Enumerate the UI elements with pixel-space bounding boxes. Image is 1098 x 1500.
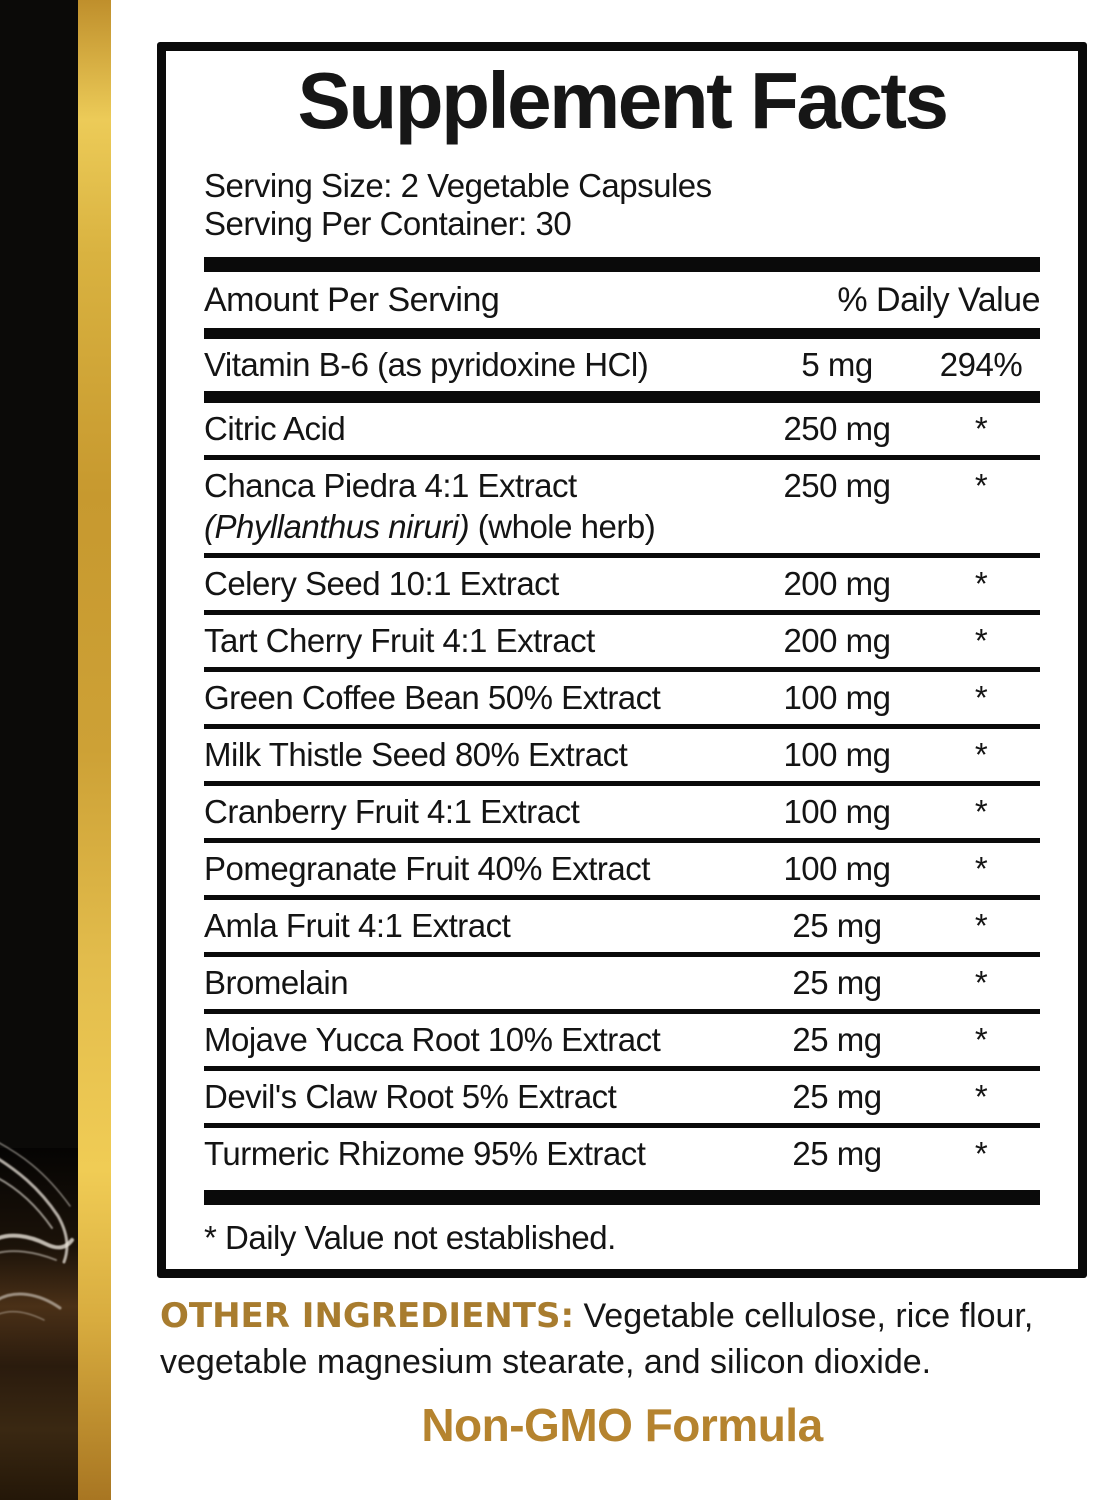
ingredient-daily-value: * <box>974 964 988 1001</box>
ingredient-daily-value: * <box>974 850 988 887</box>
ingredient-name: Bromelain <box>204 964 349 1001</box>
amount-per-serving-header: Amount Per Serving <box>204 281 500 319</box>
ingredient-name: Citric Acid <box>204 410 346 447</box>
ingredient-row: Tart Cherry Fruit 4:1 Extract 200 mg * <box>204 610 1040 667</box>
ingredient-row: Green Coffee Bean 50% Extract 100 mg * <box>204 667 1040 724</box>
other-ingredients-section: OTHER INGREDIENTS: Vegetable cellulose, … <box>160 1293 1096 1385</box>
ingredient-row: Cranberry Fruit 4:1 Extract 100 mg * <box>204 781 1040 838</box>
ingredient-amount: 200 mg <box>783 622 891 659</box>
ingredient-subtext: (Phyllanthus niruri) (whole herb) <box>204 508 656 545</box>
ingredient-daily-value: * <box>974 622 988 659</box>
ingredient-name: Tart Cherry Fruit 4:1 Extract <box>204 622 595 659</box>
ingredient-amount: 25 mg <box>792 1078 882 1115</box>
ingredient-amount: 100 mg <box>783 736 891 773</box>
ingredient-daily-value: * <box>974 467 988 504</box>
ingredient-amount: 100 mg <box>783 793 891 830</box>
ingredient-daily-value: 294% <box>939 346 1023 383</box>
ingredient-name: Vitamin B-6 (as pyridoxine HCl) <box>204 346 649 383</box>
ingredient-amount: 25 mg <box>792 907 882 944</box>
ingredient-amount: 25 mg <box>792 1021 882 1058</box>
thick-divider-top <box>204 257 1040 272</box>
serving-info: Serving Size: 2 Vegetable Capsules Servi… <box>204 167 1040 243</box>
table-header-row: Amount Per Serving % Daily Value <box>204 272 1040 328</box>
ingredient-row: Amla Fruit 4:1 Extract 25 mg * <box>204 895 1040 952</box>
ingredient-row: Vitamin B-6 (as pyridoxine HCl) 5 mg 294… <box>204 339 1040 391</box>
ingredient-name: Celery Seed 10:1 Extract <box>204 565 559 602</box>
serving-size: Serving Size: 2 Vegetable Capsules <box>204 167 712 204</box>
non-gmo-formula-text: Non-GMO Formula <box>421 1399 823 1451</box>
ingredient-name: Chanca Piedra 4:1 Extract <box>204 467 577 504</box>
ingredient-row: Devil's Claw Root 5% Extract 25 mg * <box>204 1066 1040 1123</box>
gold-stripe <box>78 0 111 1500</box>
black-strip <box>0 0 78 1500</box>
ingredient-name: Milk Thistle Seed 80% Extract <box>204 736 628 773</box>
ingredient-amount: 250 mg <box>783 467 891 504</box>
smoke-texture-decoration <box>0 1142 78 1500</box>
header-divider <box>204 328 1040 339</box>
ingredient-name: Green Coffee Bean 50% Extract <box>204 679 661 716</box>
side-strip <box>0 0 111 1500</box>
ingredient-row: Pomegranate Fruit 40% Extract 100 mg * <box>204 838 1040 895</box>
other-ingredients-line2: vegetable magnesium stearate, and silico… <box>160 1343 932 1381</box>
ingredient-daily-value: * <box>974 1078 988 1115</box>
ingredient-row: Milk Thistle Seed 80% Extract 100 mg * <box>204 724 1040 781</box>
other-ingredients-label: OTHER INGREDIENTS: <box>160 1296 575 1336</box>
ingredient-table: Vitamin B-6 (as pyridoxine HCl) 5 mg 294… <box>204 339 1040 1180</box>
ingredient-amount: 200 mg <box>783 565 891 602</box>
ingredient-amount: 25 mg <box>792 1135 882 1172</box>
ingredient-daily-value: * <box>974 410 988 447</box>
other-ingredients-line1: OTHER INGREDIENTS: Vegetable cellulose, … <box>160 1293 1096 1339</box>
ingredient-row: Chanca Piedra 4:1 Extract (Phyllanthus n… <box>204 455 1040 553</box>
panel-title: Supplement Facts <box>297 56 949 145</box>
ingredient-daily-value: * <box>974 565 988 602</box>
ingredient-row: Mojave Yucca Root 10% Extract 25 mg * <box>204 1009 1040 1066</box>
ingredient-row: Citric Acid 250 mg * <box>204 391 1040 455</box>
servings-per-container: Serving Per Container: 30 <box>204 205 572 242</box>
thick-divider-bottom <box>204 1190 1040 1205</box>
ingredient-row: Bromelain 25 mg * <box>204 952 1040 1009</box>
ingredient-daily-value: * <box>974 1135 988 1172</box>
ingredient-amount: 5 mg <box>801 346 873 383</box>
ingredient-row: Celery Seed 10:1 Extract 200 mg * <box>204 553 1040 610</box>
ingredient-amount: 100 mg <box>783 850 891 887</box>
ingredient-name: Cranberry Fruit 4:1 Extract <box>204 793 580 830</box>
ingredient-name: Mojave Yucca Root 10% Extract <box>204 1021 661 1058</box>
ingredient-name: Turmeric Rhizome 95% Extract <box>204 1135 646 1172</box>
ingredient-row: Turmeric Rhizome 95% Extract 25 mg * <box>204 1123 1040 1180</box>
ingredient-daily-value: * <box>974 793 988 830</box>
supplement-facts-panel: Supplement Facts Serving Size: 2 Vegetab… <box>157 42 1087 1278</box>
latin-name: (Phyllanthus niruri) <box>204 508 470 545</box>
ingredient-amount: 25 mg <box>792 964 882 1001</box>
daily-value-footnote: * Daily Value not established. <box>204 1219 616 1256</box>
ingredient-amount: 100 mg <box>783 679 891 716</box>
ingredient-daily-value: * <box>974 907 988 944</box>
other-ingredients-text1: Vegetable cellulose, rice flour, <box>574 1297 1034 1335</box>
ingredient-amount: 250 mg <box>783 410 891 447</box>
ingredient-daily-value: * <box>974 1021 988 1058</box>
daily-value-header: % Daily Value <box>837 281 1040 319</box>
ingredient-name: Amla Fruit 4:1 Extract <box>204 907 511 944</box>
ingredient-daily-value: * <box>974 736 988 773</box>
ingredient-name: Devil's Claw Root 5% Extract <box>204 1078 617 1115</box>
ingredient-name: Pomegranate Fruit 40% Extract <box>204 850 650 887</box>
ingredient-daily-value: * <box>974 679 988 716</box>
